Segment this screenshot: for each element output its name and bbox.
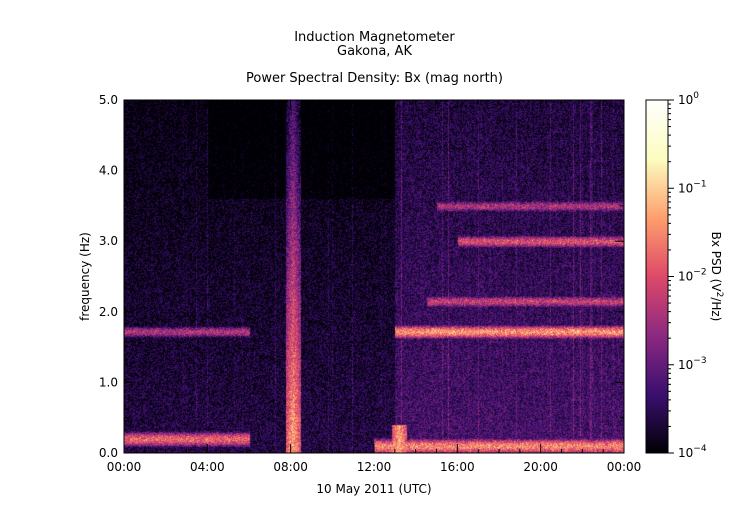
y-tick-label: 2.0	[99, 305, 118, 319]
y-axis-label: frequency (Hz)	[78, 232, 92, 321]
x-tick-label: 00:00	[107, 460, 142, 474]
y-tick-label: 1.0	[99, 375, 118, 389]
x-tick-label: 00:00	[607, 460, 642, 474]
y-tick-label: 0.0	[99, 446, 118, 460]
x-axis-label: 10 May 2011 (UTC)	[316, 482, 431, 496]
x-tick-label: 16:00	[440, 460, 475, 474]
colorbar-tick-label: 10−2	[678, 268, 707, 284]
colorbar-tick-label: 10−3	[678, 356, 707, 372]
x-tick-label: 20:00	[523, 460, 558, 474]
x-tick-label: 04:00	[190, 460, 225, 474]
y-tick-label: 3.0	[99, 234, 118, 248]
y-tick-label: 5.0	[99, 93, 118, 107]
colorbar	[645, 99, 669, 454]
x-tick-label: 08:00	[273, 460, 308, 474]
spectrogram-plot-area	[124, 100, 624, 453]
colorbar-label: Bx PSD (V2/Hz)	[709, 232, 724, 322]
x-tick-label: 12:00	[357, 460, 392, 474]
colorbar-tick-label: 100	[678, 91, 699, 107]
colorbar-tick-label: 10−4	[678, 444, 707, 460]
colorbar-tick-label: 10−1	[678, 179, 707, 195]
chart-title-quantity: Power Spectral Density: Bx (mag north)	[245, 71, 503, 86]
y-tick-label: 4.0	[99, 164, 118, 178]
chart-title-instrument: Induction Magnetometer	[294, 30, 455, 45]
chart-title-location: Gakona, AK	[337, 44, 412, 59]
